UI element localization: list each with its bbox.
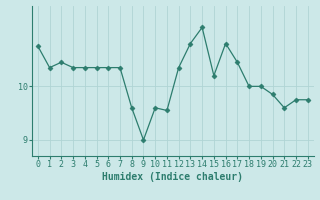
X-axis label: Humidex (Indice chaleur): Humidex (Indice chaleur) <box>102 172 243 182</box>
